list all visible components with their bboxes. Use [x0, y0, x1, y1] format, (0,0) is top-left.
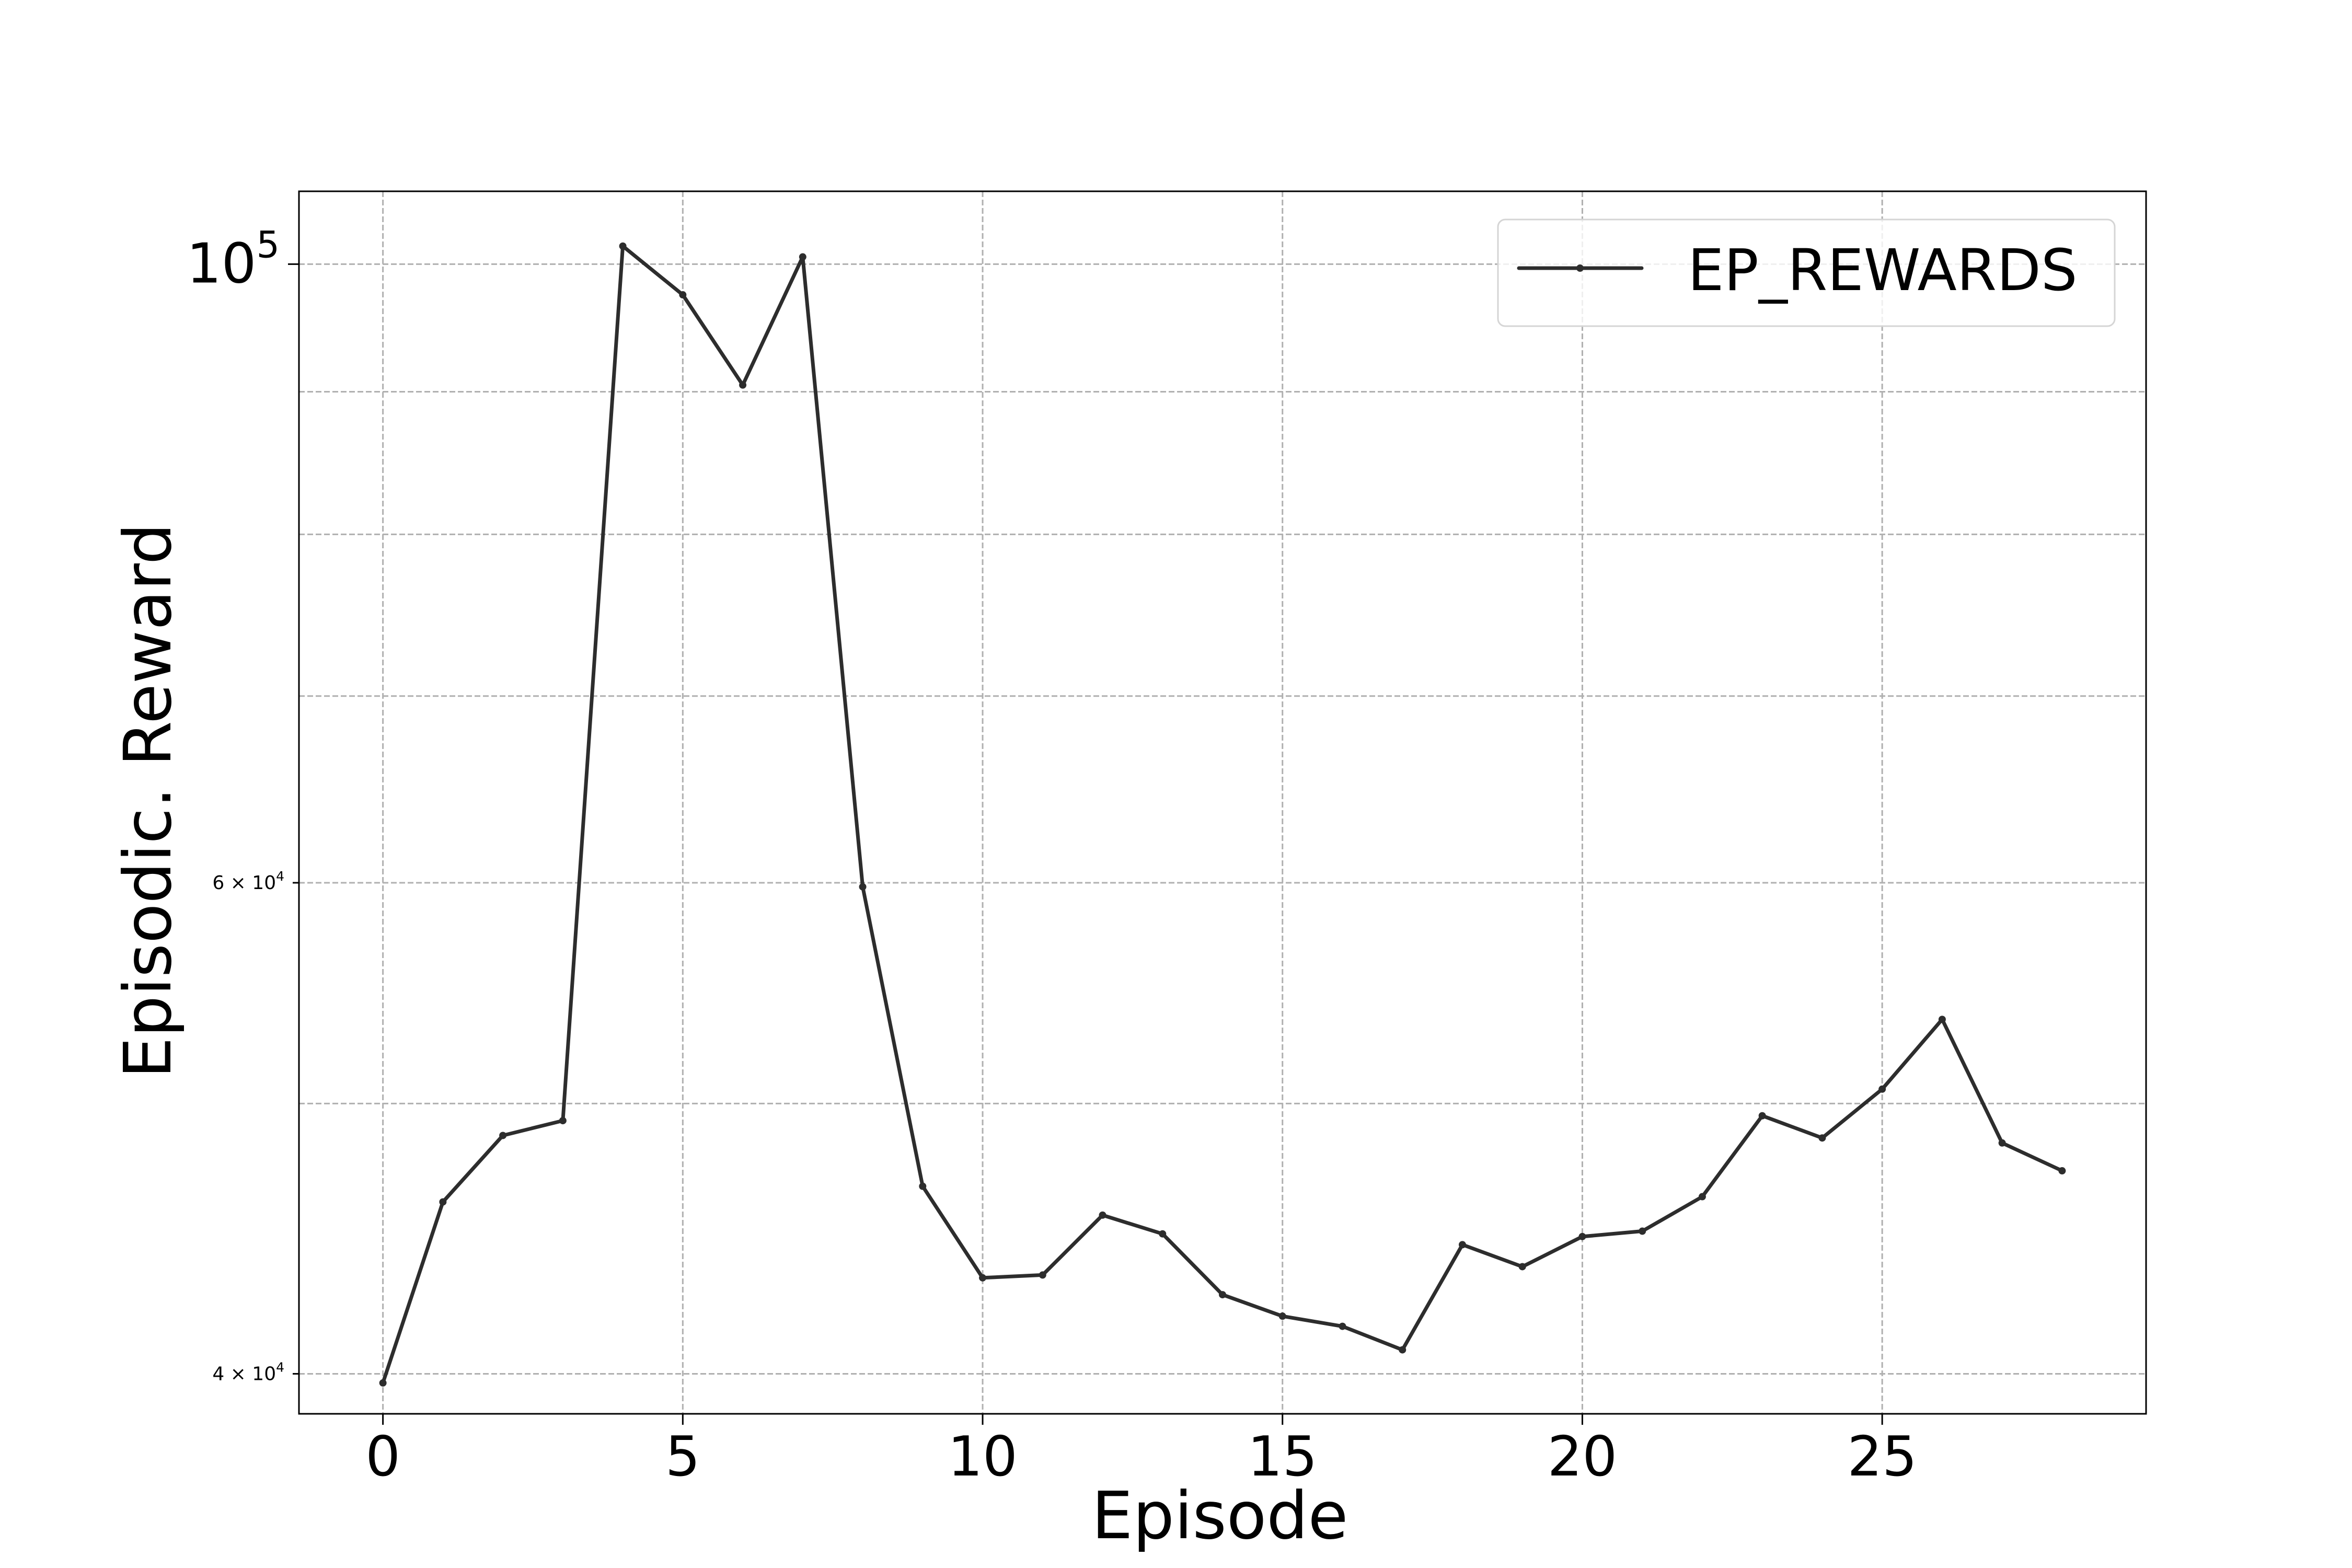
data-point — [439, 1198, 447, 1206]
data-point — [1578, 1232, 1586, 1240]
data-point — [1219, 1291, 1226, 1299]
data-point — [739, 381, 747, 389]
y-major-tick-label: 105 — [187, 223, 280, 295]
data-point — [1399, 1346, 1406, 1354]
data-point — [1998, 1139, 2006, 1147]
data-point — [1278, 1312, 1286, 1320]
tick-layer — [288, 263, 1883, 1425]
data-point — [919, 1182, 927, 1190]
legend-label-ep-rewards: EP_REWARDS — [1688, 237, 2078, 304]
x-tick-label: 20 — [1548, 1425, 1618, 1489]
data-point — [1458, 1241, 1466, 1249]
x-tick-label: 0 — [365, 1425, 400, 1489]
y-axis-label: Episodic. Reward — [110, 523, 186, 1078]
x-tick-label: 25 — [1847, 1425, 1917, 1489]
data-point — [979, 1274, 987, 1282]
legend-box — [1497, 218, 2116, 327]
data-point — [1938, 1016, 1946, 1023]
y-tick-labels: 105 4 × 104 6 × 104 — [187, 223, 284, 1385]
data-point — [1099, 1211, 1106, 1219]
plot-area-frame — [298, 190, 2147, 1415]
x-tick-label: 10 — [948, 1425, 1018, 1489]
data-point — [1518, 1263, 1526, 1271]
y-minor-tick-label: 6 × 104 — [212, 869, 284, 894]
data-point — [559, 1117, 567, 1125]
data-point — [379, 1379, 387, 1387]
data-point — [1639, 1227, 1646, 1235]
legend-swatch-marker — [1576, 264, 1584, 272]
data-point — [619, 242, 627, 250]
data-point — [1758, 1112, 1766, 1120]
data-point — [2058, 1167, 2066, 1175]
data-point — [679, 291, 687, 299]
y-minor-tick-label: 4 × 104 — [212, 1359, 284, 1385]
x-tick-label: 15 — [1248, 1425, 1318, 1489]
data-point — [1339, 1322, 1346, 1330]
data-point — [499, 1132, 507, 1139]
data-point — [1698, 1193, 1706, 1201]
data-point — [1159, 1230, 1167, 1238]
legend: EP_REWARDS — [1497, 218, 2116, 327]
data-point — [1878, 1085, 1886, 1093]
x-tick-labels: 0 5 10 15 20 25 — [365, 1425, 1917, 1489]
data-point — [1039, 1271, 1046, 1279]
data-point — [799, 253, 806, 261]
data-point — [859, 883, 867, 891]
series-line-ep-rewards — [381, 244, 2064, 1385]
grid-layer — [299, 191, 2146, 1414]
series-layer — [379, 242, 2066, 1387]
x-tick-label: 5 — [665, 1425, 700, 1489]
x-axis-label: Episode — [1092, 1478, 1348, 1554]
data-point — [1818, 1134, 1826, 1142]
